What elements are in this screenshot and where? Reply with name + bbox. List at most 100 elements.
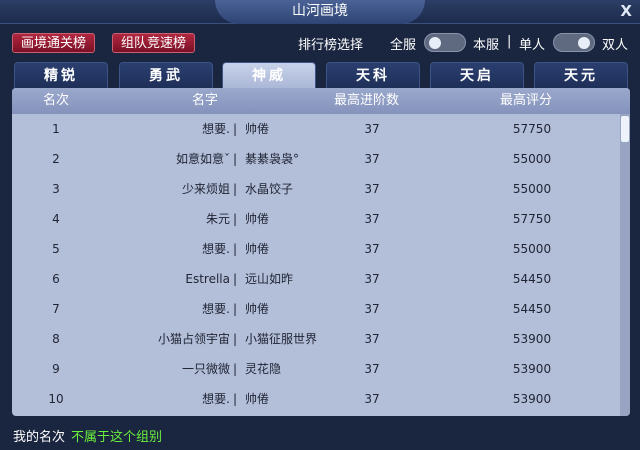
table-row[interactable]: 8 小猫占领宇宙 | 小猫征服世界 37 53900 xyxy=(12,324,630,354)
toggle-knob xyxy=(578,37,590,49)
name-left-cell: 朱元 xyxy=(205,212,230,226)
score-cell: 54450 xyxy=(512,302,552,316)
name-right-cell: 帅倦 xyxy=(245,302,270,316)
server-toggle[interactable] xyxy=(424,33,466,52)
name-left-cell: 想要. xyxy=(202,302,230,316)
divider: | xyxy=(507,34,512,49)
header-stage: 最高进阶数 xyxy=(334,93,400,108)
stage-cell: 37 xyxy=(364,212,380,226)
name-left-cell: 一只微微 xyxy=(181,362,230,376)
name-right-cell: 帅倦 xyxy=(245,242,270,256)
name-separator: | xyxy=(233,182,238,196)
table-header: 名次 名字 最高进阶数 最高评分 xyxy=(12,88,630,114)
name-left-cell: Estrella xyxy=(185,272,230,286)
window-title: 山河画境 xyxy=(215,0,425,24)
name-separator: | xyxy=(233,242,238,256)
rank-cell: 8 xyxy=(52,332,60,346)
name-separator: | xyxy=(233,122,238,136)
name-right-cell: 水晶饺子 xyxy=(245,182,294,196)
rank-cell: 5 xyxy=(52,242,60,256)
table-row[interactable]: 6 Estrella | 远山如昨 37 54450 xyxy=(12,264,630,294)
rank-cell: 2 xyxy=(52,152,60,166)
my-rank-status: 不属于这个组别 xyxy=(71,430,163,445)
name-right-cell: 帅倦 xyxy=(245,212,270,226)
my-rank: 我的名次 不属于这个组别 xyxy=(13,426,162,445)
rank-cell: 10 xyxy=(48,392,64,406)
name-separator: | xyxy=(233,332,238,346)
table-row[interactable]: 2 如意如意ˇ | 綦綦袅袅° 37 55000 xyxy=(12,144,630,174)
table-row[interactable]: 3 少来烦姐 | 水晶饺子 37 55000 xyxy=(12,174,630,204)
table-row[interactable]: 9 一只微微 | 灵花隐 37 53900 xyxy=(12,354,630,384)
score-cell: 55000 xyxy=(512,182,552,196)
name-right-cell: 小猫征服世界 xyxy=(245,332,318,346)
tab-5[interactable]: 天启 xyxy=(430,62,524,89)
name-right-cell: 灵花隐 xyxy=(245,362,282,376)
rank-cell: 4 xyxy=(52,212,60,226)
mode-toggle[interactable] xyxy=(553,33,595,52)
score-cell: 53900 xyxy=(512,392,552,406)
team-speed-ranking-button[interactable]: 组队竞速榜 xyxy=(112,33,196,53)
table-row[interactable]: 10 想要. | 帅倦 37 53900 xyxy=(12,384,630,414)
name-separator: | xyxy=(233,272,238,286)
name-separator: | xyxy=(233,212,238,226)
rank-cell: 1 xyxy=(52,122,60,136)
score-cell: 57750 xyxy=(512,212,552,226)
table-row[interactable]: 1 想要. | 帅倦 37 57750 xyxy=(12,114,630,144)
name-left-cell: 想要. xyxy=(202,122,230,136)
name-left-cell: 少来烦姐 xyxy=(181,182,230,196)
table-row[interactable]: 5 想要. | 帅倦 37 55000 xyxy=(12,234,630,264)
mode-single-label: 单人 xyxy=(519,38,546,53)
tab-6[interactable]: 天元 xyxy=(534,62,628,89)
header-rank: 名次 xyxy=(42,93,69,108)
stage-cell: 37 xyxy=(364,302,380,316)
score-cell: 55000 xyxy=(512,242,552,256)
stage-cell: 37 xyxy=(364,362,380,376)
toggle-knob xyxy=(429,37,441,49)
name-left-cell: 想要. xyxy=(202,392,230,406)
tab-3[interactable]: 神威 xyxy=(222,62,316,90)
scrollbar-thumb[interactable] xyxy=(621,116,629,142)
tab-2[interactable]: 勇武 xyxy=(119,62,213,89)
tab-1[interactable]: 精锐 xyxy=(14,62,108,89)
title-bar: 山河画境 X xyxy=(0,0,640,24)
score-cell: 55000 xyxy=(512,152,552,166)
name-right-cell: 帅倦 xyxy=(245,122,270,136)
header-name: 名字 xyxy=(192,93,219,108)
stage-cell: 37 xyxy=(364,242,380,256)
clear-ranking-button[interactable]: 画境通关榜 xyxy=(12,33,96,53)
table-row[interactable]: 7 想要. | 帅倦 37 54450 xyxy=(12,294,630,324)
score-cell: 54450 xyxy=(512,272,552,286)
name-left-cell: 小猫占领宇宙 xyxy=(157,332,230,346)
rank-cell: 7 xyxy=(52,302,60,316)
name-left-cell: 想要. xyxy=(202,242,230,256)
score-cell: 57750 xyxy=(512,122,552,136)
stage-cell: 37 xyxy=(364,332,380,346)
name-right-cell: 帅倦 xyxy=(245,392,270,406)
ranking-select-label: 排行榜选择 xyxy=(298,38,364,53)
name-separator: | xyxy=(233,392,238,406)
server-local-label: 本服 xyxy=(473,38,500,53)
header-score: 最高评分 xyxy=(500,93,553,108)
stage-cell: 37 xyxy=(364,392,380,406)
score-cell: 53900 xyxy=(512,332,552,346)
stage-cell: 37 xyxy=(364,272,380,286)
my-rank-label: 我的名次 xyxy=(13,430,66,445)
scrollbar[interactable] xyxy=(620,114,630,416)
rank-cell: 9 xyxy=(52,362,60,376)
score-cell: 53900 xyxy=(512,362,552,376)
table-row[interactable]: 4 朱元 | 帅倦 37 57750 xyxy=(12,204,630,234)
name-separator: | xyxy=(233,362,238,376)
close-icon[interactable]: X xyxy=(620,2,632,20)
name-right-cell: 綦綦袅袅° xyxy=(245,152,300,166)
rank-cell: 3 xyxy=(52,182,60,196)
stage-cell: 37 xyxy=(364,122,380,136)
tab-4[interactable]: 天科 xyxy=(326,62,420,89)
stage-cell: 37 xyxy=(364,152,380,166)
name-right-cell: 远山如昨 xyxy=(245,272,294,286)
rank-cell: 6 xyxy=(52,272,60,286)
name-separator: | xyxy=(233,302,238,316)
name-left-cell: 如意如意ˇ xyxy=(175,152,230,166)
name-separator: | xyxy=(233,152,238,166)
mode-double-label: 双人 xyxy=(602,38,629,53)
stage-cell: 37 xyxy=(364,182,380,196)
